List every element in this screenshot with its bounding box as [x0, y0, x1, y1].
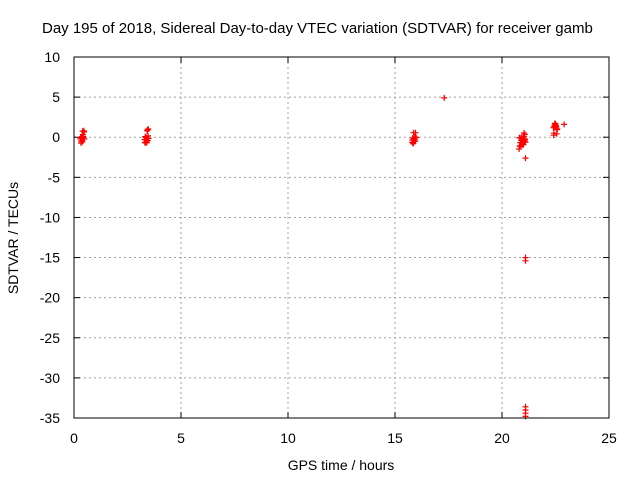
chart-title: Day 195 of 2018, Sidereal Day-to-day VTE… — [42, 20, 593, 37]
data-point — [516, 146, 523, 152]
y-axis-label: SDTVAR / TECUs — [5, 182, 21, 294]
y-tick-labels: -35 -30 -25 -20 -15 -10 -5 0 5 10 — [40, 49, 60, 426]
data-points — [77, 94, 568, 420]
y-tick-label: -10 — [40, 209, 60, 225]
y-tick-label: -25 — [40, 330, 60, 346]
y-tick-label: -35 — [40, 410, 60, 426]
data-point — [81, 136, 88, 142]
y-tick-label: -30 — [40, 370, 60, 386]
y-tick-label: 0 — [52, 129, 60, 145]
outlier-point — [441, 94, 448, 101]
outlier-point — [522, 257, 529, 264]
data-point — [561, 121, 568, 128]
x-tick-label: 0 — [70, 430, 78, 446]
outlier-point — [522, 155, 529, 162]
x-tick-label: 15 — [387, 430, 403, 446]
x-tick-label: 5 — [177, 430, 185, 446]
y-tick-label: -20 — [40, 290, 60, 306]
data-point — [145, 135, 152, 142]
x-tick-label: 10 — [280, 430, 296, 446]
data-point — [81, 129, 88, 135]
x-axis-label: GPS time / hours — [288, 457, 395, 473]
y-tick-label: 10 — [44, 49, 60, 65]
x-tick-label: 20 — [494, 430, 510, 446]
data-point — [522, 139, 529, 146]
y-tick-label: -5 — [48, 169, 61, 185]
data-point — [144, 127, 151, 133]
plot-frame — [73, 56, 610, 419]
data-point — [145, 126, 152, 132]
data-point — [413, 134, 420, 141]
x-tick-labels: 0 5 10 15 20 25 — [70, 430, 617, 446]
y-tick-label: 5 — [52, 89, 60, 105]
x-tick-label: 25 — [601, 430, 617, 446]
data-point — [554, 125, 561, 132]
y-tick-label: -15 — [40, 250, 60, 266]
